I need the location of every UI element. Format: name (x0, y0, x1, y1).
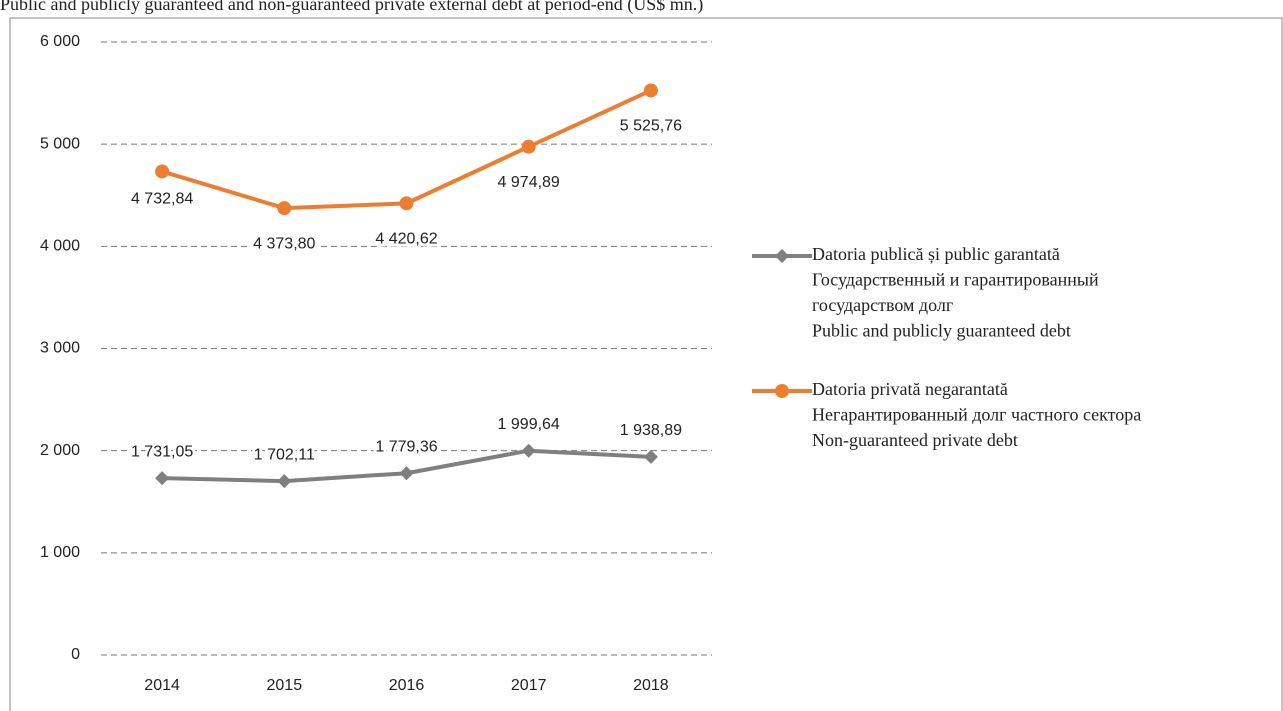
marker (155, 471, 170, 486)
x-tick-label: 2014 (144, 677, 180, 694)
y-tick-label: 4 000 (40, 238, 80, 255)
x-tick-label: 2016 (389, 677, 425, 694)
chart-title: Public and publicly guaranteed and non-g… (0, 0, 703, 15)
y-tick-label: 2 000 (40, 442, 80, 459)
marker (399, 196, 414, 211)
legend-label: Non-guaranteed private debt (812, 430, 1018, 450)
legend-label: Негарантированный долг частного сектора (812, 405, 1141, 425)
data-label: 5 525,76 (620, 118, 682, 135)
x-tick-label: 2017 (511, 677, 547, 694)
marker (521, 443, 536, 458)
data-label: 4 732,84 (131, 191, 193, 208)
data-label: 1 702,11 (254, 446, 315, 463)
y-tick-label: 1 000 (40, 544, 80, 561)
data-label: 1 999,64 (498, 416, 560, 433)
data-label: 4 420,62 (375, 231, 437, 248)
y-tick-label: 0 (71, 646, 80, 663)
marker (277, 474, 292, 489)
data-label: 1 938,89 (620, 422, 682, 439)
legend-label: Datoria publică și public garantată (812, 244, 1060, 264)
x-tick-label: 2015 (267, 677, 303, 694)
legend-label: Datoria privată negarantată (812, 379, 1008, 399)
marker (399, 466, 414, 481)
data-label: 1 779,36 (375, 438, 437, 455)
legend-marker (775, 384, 789, 398)
legend-label: государством долг (812, 295, 953, 315)
y-tick-label: 3 000 (40, 340, 80, 357)
marker (277, 201, 292, 216)
marker (155, 164, 170, 179)
legend-label: Public and publicly guaranteed debt (812, 321, 1071, 341)
data-label: 4 974,89 (498, 174, 560, 191)
marker (521, 139, 536, 154)
legend-label: Государственный и гарантированный (812, 270, 1099, 290)
x-tick-label: 2018 (633, 677, 669, 694)
y-tick-label: 5 000 (40, 135, 80, 152)
legend-marker (775, 249, 789, 263)
marker (643, 83, 658, 98)
chart-frame (9, 17, 1283, 711)
data-label: 1 731,05 (131, 443, 193, 460)
marker (643, 449, 658, 464)
data-label: 4 373,80 (253, 235, 315, 252)
series-line (161, 88, 652, 211)
y-tick-label: 6 000 (40, 33, 80, 50)
